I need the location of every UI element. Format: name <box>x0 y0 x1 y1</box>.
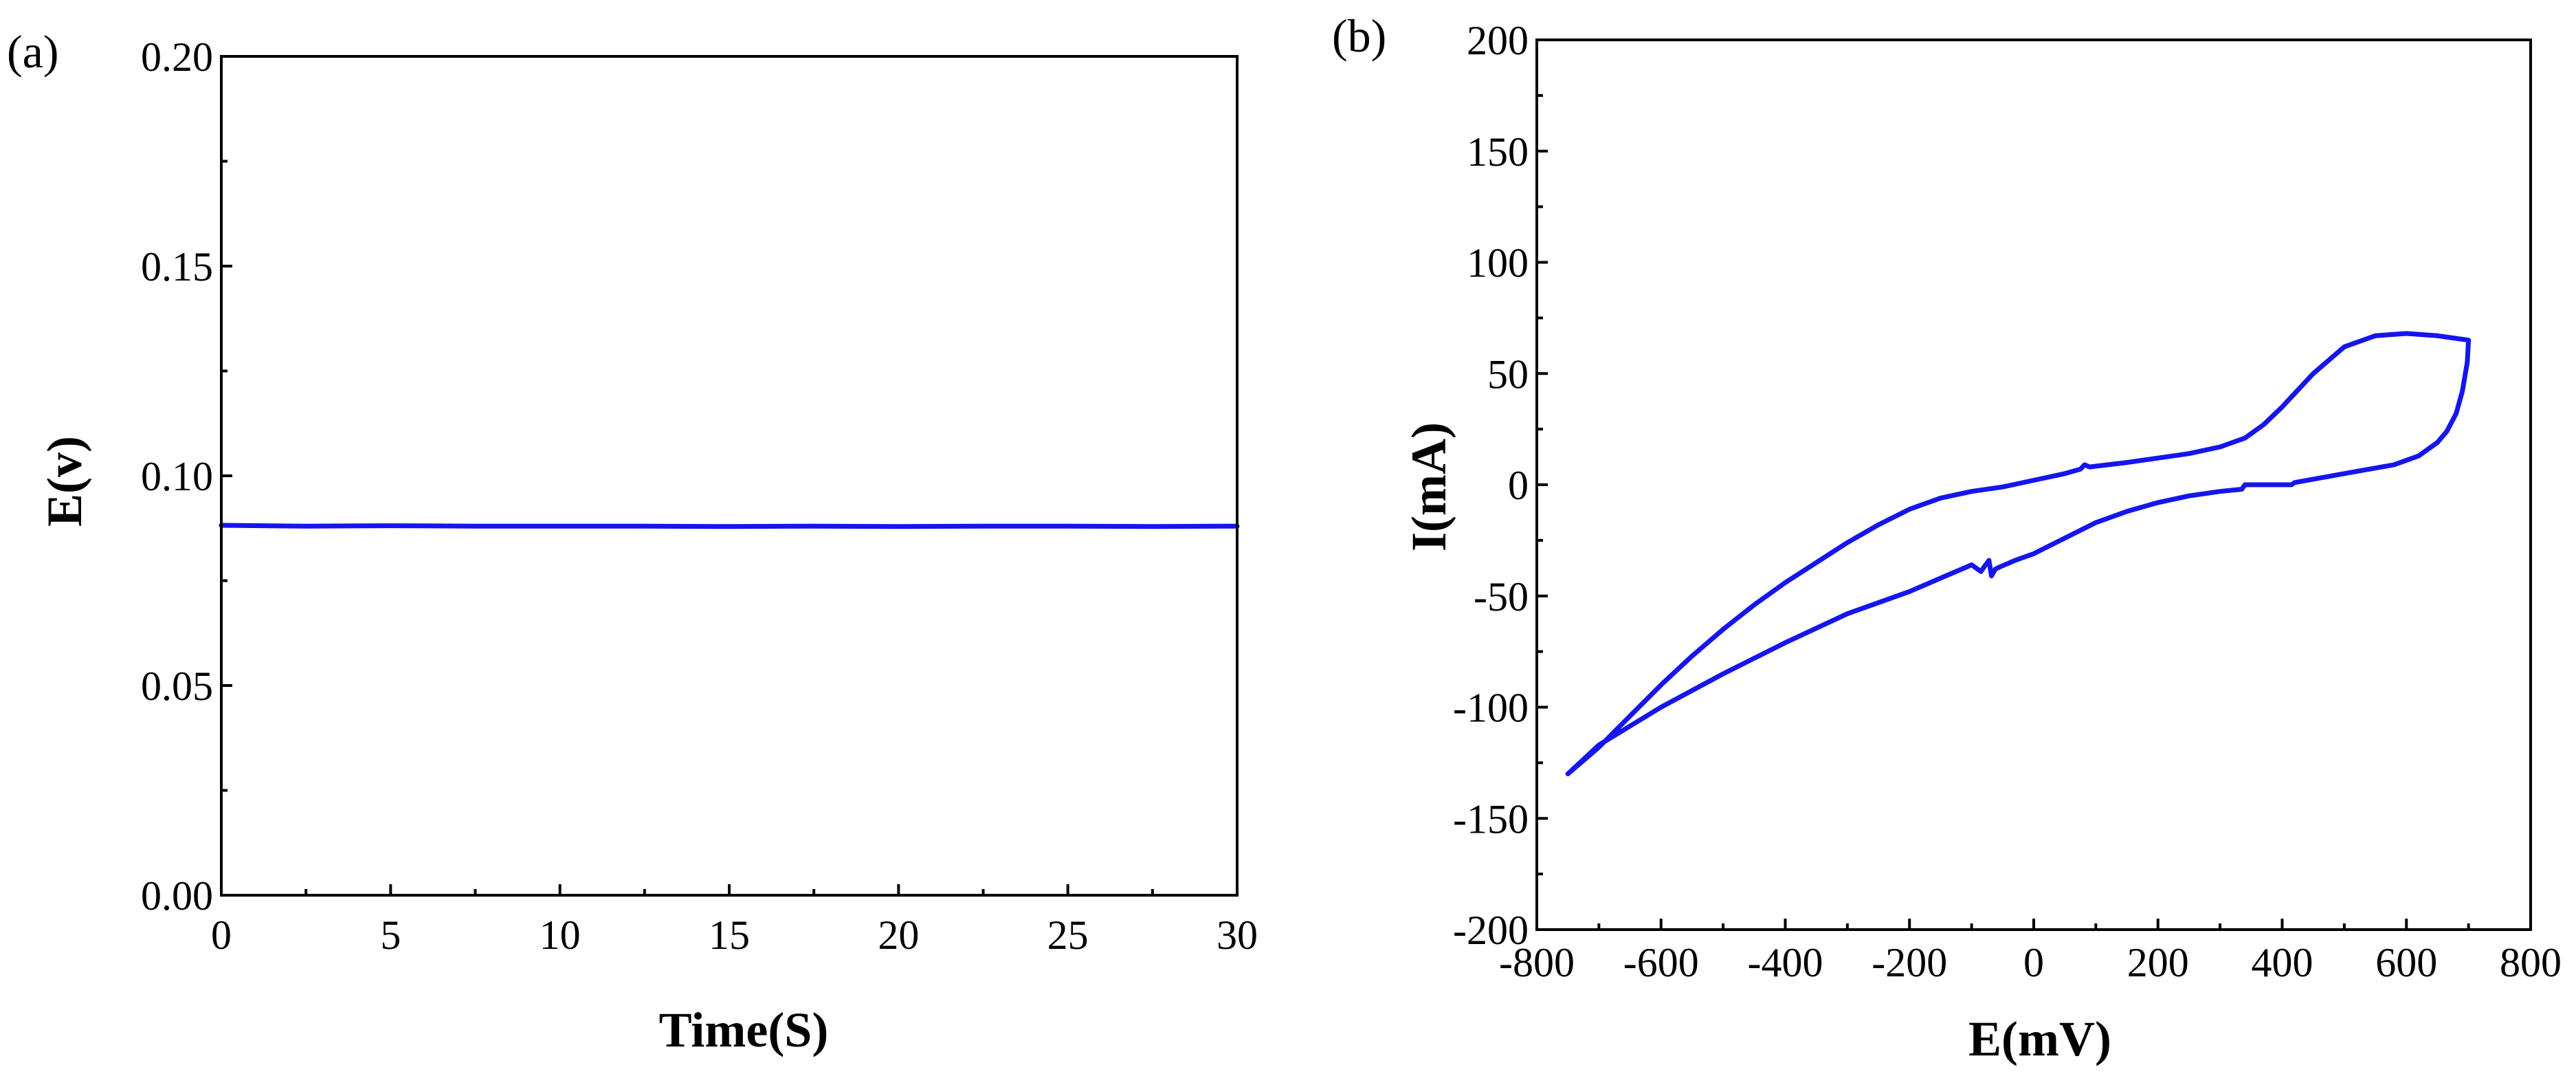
x-tick-label: 30 <box>1217 912 1258 958</box>
y-tick-label: -150 <box>1453 796 1529 842</box>
x-tick-label: 200 <box>2127 940 2189 985</box>
y-tick-label: 0.10 <box>141 454 213 499</box>
y-tick-label: -100 <box>1453 686 1529 731</box>
panel-a-series <box>219 523 1240 529</box>
x-tick-label: 400 <box>2252 940 2313 985</box>
x-tick-label: 25 <box>1047 912 1089 958</box>
x-tick-label: -800 <box>1499 940 1575 985</box>
y-tick-label: -200 <box>1453 908 1529 953</box>
x-tick-label: 10 <box>540 912 581 958</box>
x-tick-label: 20 <box>878 912 919 958</box>
y-tick-label: 0.15 <box>141 244 213 289</box>
x-tick-label: 0 <box>2023 940 2044 985</box>
x-tick-label: -200 <box>1872 940 1947 985</box>
chart-panel-a: (a) 0 5 10 15 20 25 30 0.00 0.05 0.10 0.15 0.20 Tim… <box>7 25 1258 1057</box>
panel-a-label: (a) <box>7 25 58 78</box>
panel-a-x-axis-title: Time(S) <box>659 1002 829 1057</box>
panel-a-plot-frame <box>220 55 1239 897</box>
x-tick-label: -600 <box>1623 940 1699 985</box>
panel-b-tick-labels: -800 -600 -400 -200 0 200 400 600 800 -200 -150 -10… <box>1453 18 2562 985</box>
x-tick-label: 5 <box>380 912 401 958</box>
y-tick-label: 100 <box>1467 241 1529 286</box>
panel-b-y-axis-title: I(mA) <box>1401 422 1456 551</box>
panel-b-x-axis-title: E(mV) <box>1968 1011 2111 1066</box>
panel-b-ticks <box>1535 39 2532 931</box>
x-tick-label: -400 <box>1748 940 1823 985</box>
chart-panel-b: (b) -800 -600 -400 -200 0 200 400 600 800 -200 -15… <box>1332 10 2562 1066</box>
y-tick-label: 150 <box>1467 129 1529 175</box>
y-tick-label: 0 <box>1508 463 1529 508</box>
y-tick-label: 0.20 <box>141 34 213 80</box>
x-tick-label: 600 <box>2375 940 2437 985</box>
panel-a-ticks <box>220 55 1239 897</box>
panel-b-plot-frame <box>1535 39 2532 931</box>
x-tick-label: 15 <box>709 912 750 958</box>
y-tick-label: 50 <box>1487 351 1529 397</box>
panel-b-series <box>1565 331 2472 776</box>
y-tick-label: 200 <box>1467 18 1529 63</box>
panel-b-label: (b) <box>1332 10 1386 62</box>
series-line-cyclic-voltammogram <box>1565 331 2472 776</box>
panel-a-y-axis-title: E(v) <box>37 436 92 527</box>
x-tick-label: 800 <box>2500 940 2562 985</box>
y-tick-label: 0.00 <box>141 873 213 919</box>
series-line-potential <box>219 523 1240 529</box>
x-tick-label: 0 <box>211 912 232 958</box>
y-tick-label: -50 <box>1474 574 1529 620</box>
y-tick-label: 0.05 <box>141 664 213 709</box>
panel-a-tick-labels: 0 5 10 15 20 25 30 0.00 0.05 0.10 0.15 0.20 <box>141 34 1258 958</box>
